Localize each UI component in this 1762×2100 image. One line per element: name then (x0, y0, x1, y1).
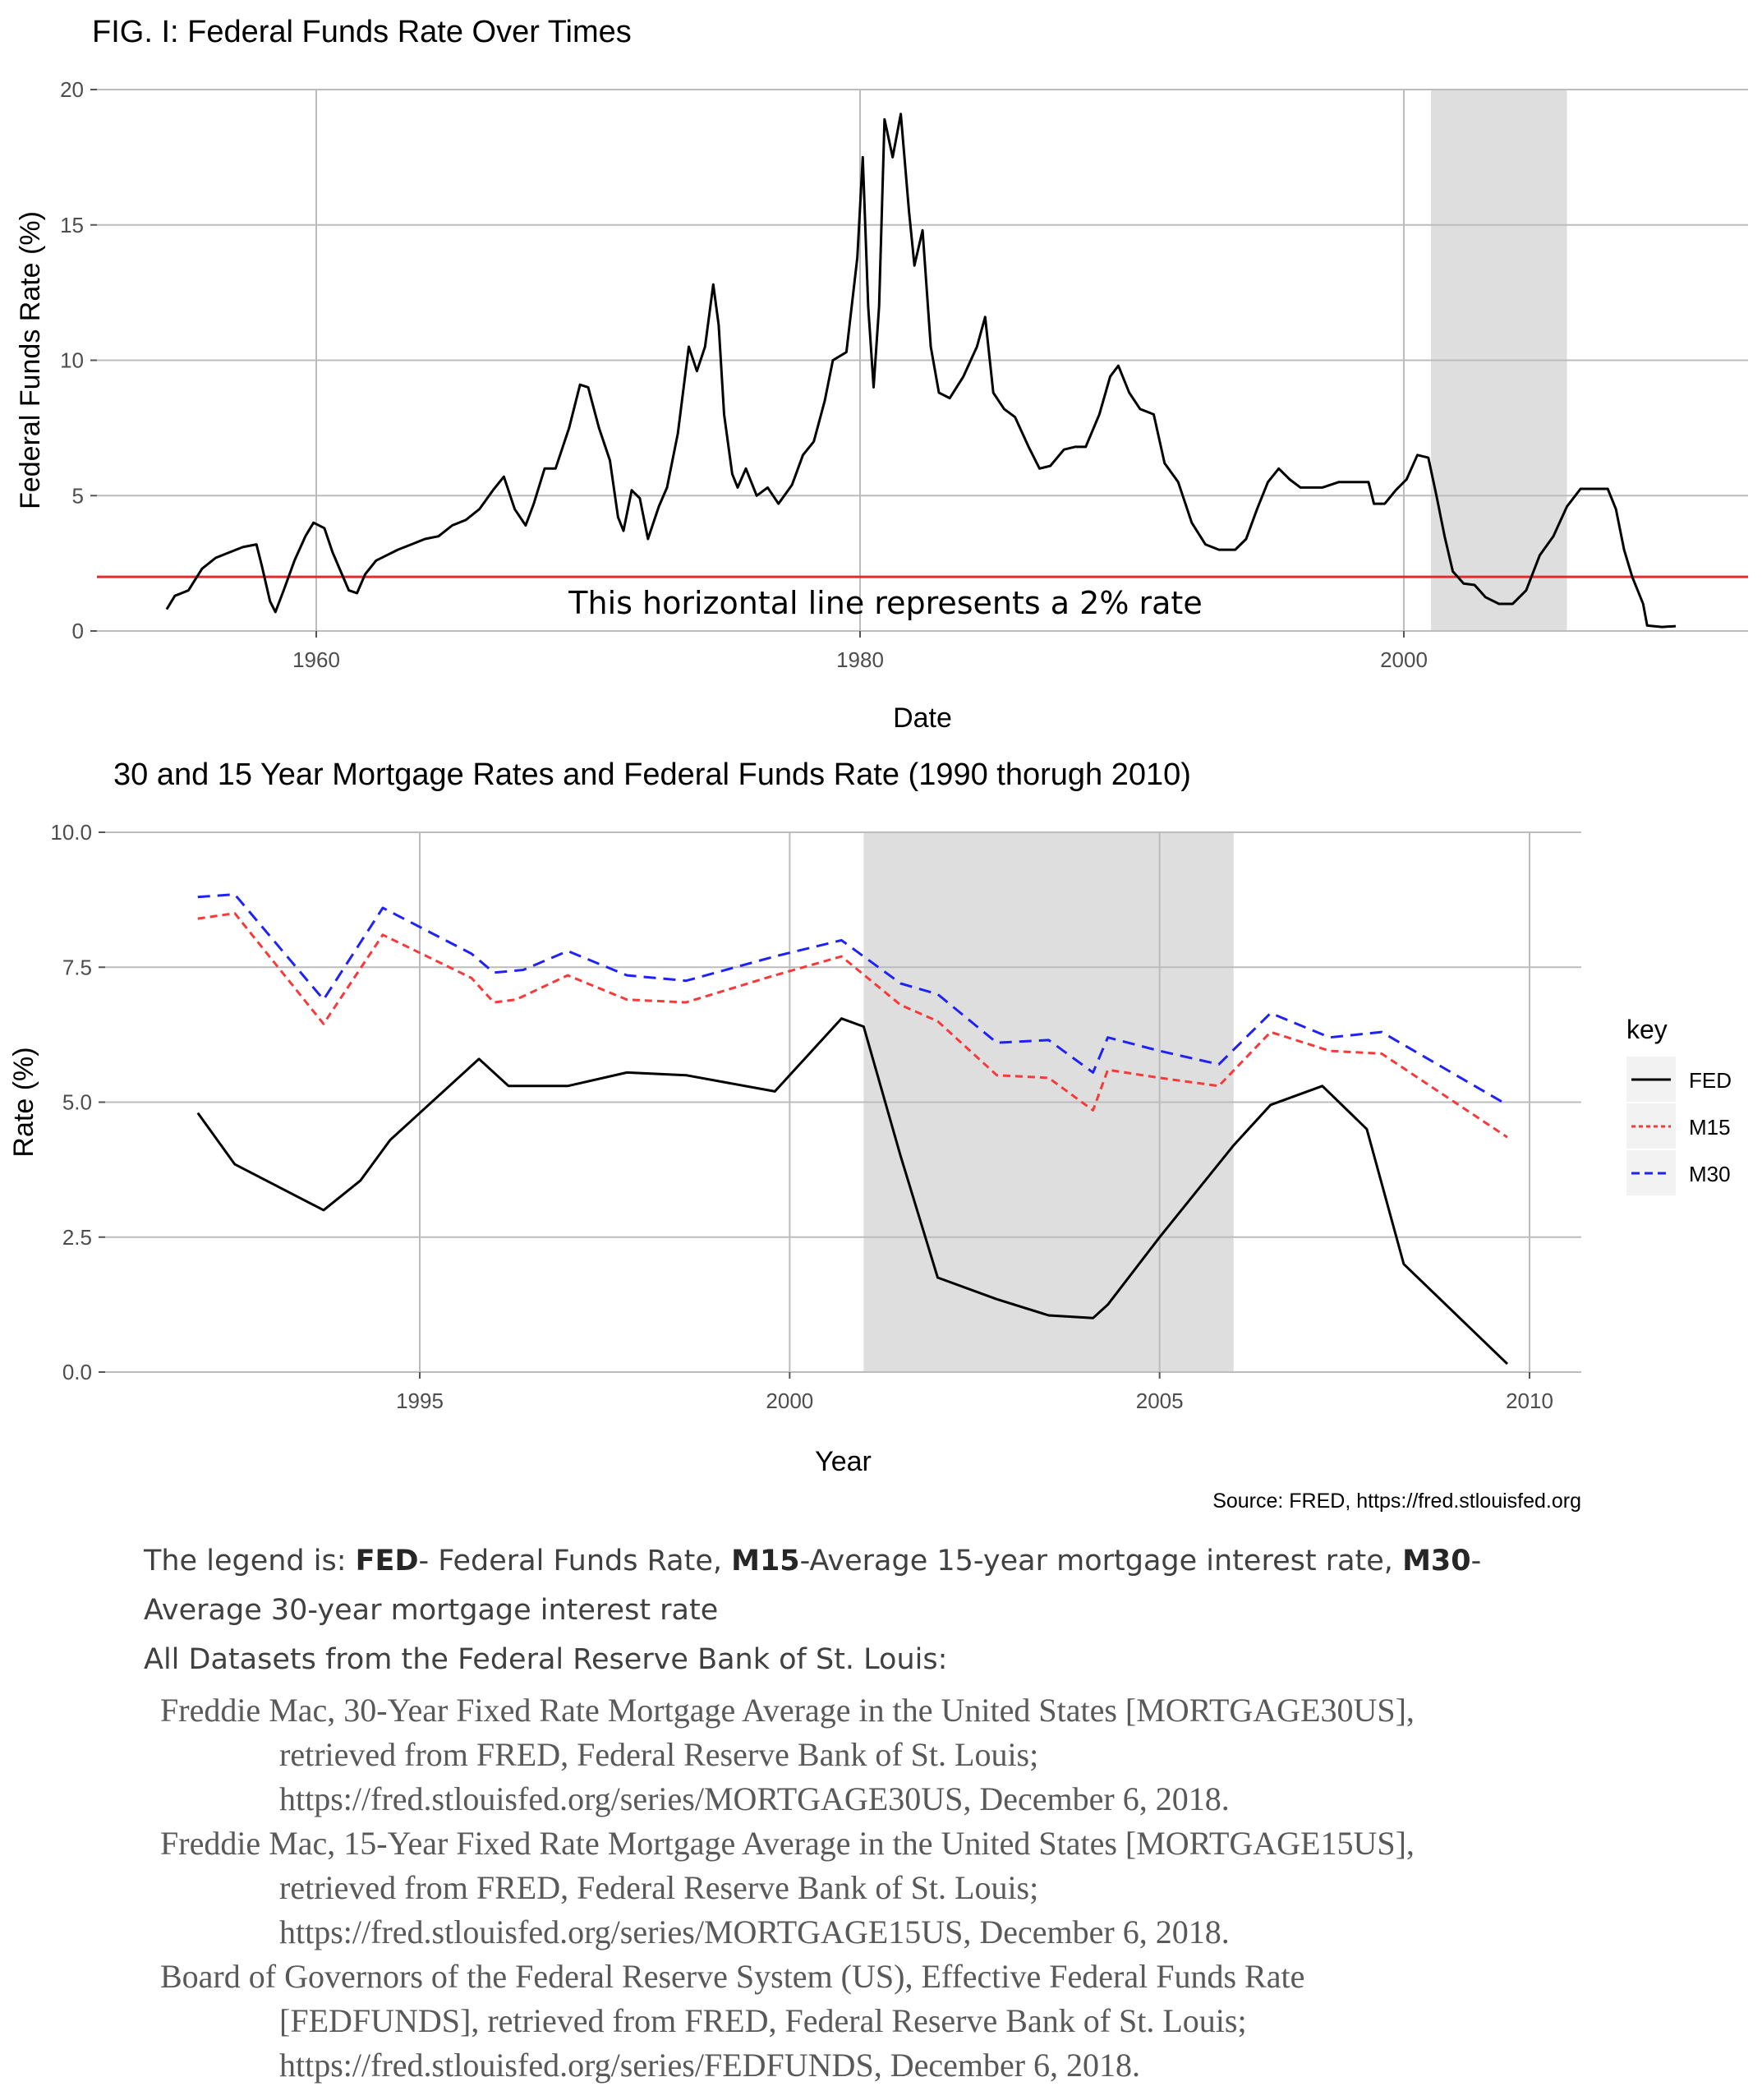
reference-mortgage15: Freddie Mac, 15-Year Fixed Rate Mortgage… (160, 1821, 1721, 1955)
chart-title: 30 and 15 Year Mortgage Rates and Federa… (113, 758, 1191, 792)
x-tick-label: 2000 (766, 1388, 813, 1413)
x-tick-label: 2005 (1136, 1388, 1184, 1413)
y-tick-label: 5 (72, 483, 84, 508)
series-line-m30 (197, 893, 1508, 1107)
y-tick-label: 2.5 (62, 1225, 92, 1250)
legend-label-fed: FED (1689, 1068, 1732, 1093)
x-tick-label: 2000 (1380, 647, 1428, 672)
caption-prefix: The legend is: (144, 1545, 356, 1577)
reference-line: https://fred.stlouisfed.org/series/MORTG… (279, 1913, 1230, 1950)
reference-mortgage30: Freddie Mac, 30-Year Fixed Rate Mortgage… (160, 1688, 1721, 1821)
series-line-fed (196, 1017, 1509, 1365)
y-tick-label: 15 (60, 213, 84, 237)
caption-datasets-heading: All Datasets from the Federal Reserve Ba… (144, 1643, 948, 1676)
series-line-m15 (197, 912, 1508, 1139)
caption-fed-desc: - Federal Funds Rate, (418, 1545, 732, 1577)
caption-m15-desc: -Average 15-year mortgage interest rate, (799, 1545, 1403, 1577)
y-tick-label: 5.0 (62, 1090, 92, 1115)
x-tick-label: 1995 (396, 1388, 444, 1413)
y-tick-label: 10 (60, 348, 84, 373)
series-line-fedfunds (165, 113, 1677, 629)
reference-line: https://fred.stlouisfed.org/series/MORTG… (279, 1780, 1230, 1817)
y-tick-label: 0.0 (62, 1360, 92, 1384)
reference-line: Freddie Mac, 15-Year Fixed Rate Mortgage… (160, 1825, 1415, 1862)
legend-caption: The legend is: FED- Federal Funds Rate, … (144, 1536, 1704, 1684)
reference-fedfunds: Board of Governors of the Federal Reserv… (160, 1955, 1721, 2088)
y-axis-label: Rate (%) (8, 1047, 39, 1157)
caption-fed-term: FED (355, 1545, 419, 1577)
legend-title: key (1626, 1015, 1668, 1044)
reference-line: retrieved from FRED, Federal Reserve Ban… (279, 1736, 1039, 1773)
charts-canvas: FIG. I: Federal Funds Rate Over Times 0 5 1… (8, 15, 1748, 1513)
x-tick-label: 2010 (1506, 1388, 1553, 1413)
legend-label-m30: M30 (1689, 1162, 1731, 1186)
caption-m30-term: M30 (1402, 1545, 1471, 1577)
chart-title: FIG. I: Federal Funds Rate Over Times (92, 15, 632, 49)
caption-m15-term: M15 (731, 1545, 800, 1577)
fed-funds-chart: FIG. I: Federal Funds Rate Over Times 0 5 1… (15, 15, 1748, 734)
caption-line-2: Average 30-year mortgage interest rate (144, 1594, 719, 1627)
x-axis-label: Year (815, 1446, 872, 1477)
reference-line: https://fred.stlouisfed.org/series/FEDFU… (279, 2047, 1141, 2084)
mortgage-rates-chart: 30 and 15 Year Mortgage Rates and Federa… (8, 758, 1732, 1513)
y-tick-label: 7.5 (62, 955, 92, 979)
x-tick-label: 1960 (292, 647, 340, 672)
legend-label-m15: M15 (1689, 1115, 1731, 1140)
references: Freddie Mac, 30-Year Fixed Rate Mortgage… (160, 1688, 1721, 2088)
caption-line-1: The legend is: FED- Federal Funds Rate, … (144, 1536, 1704, 1586)
y-tick-label: 20 (60, 77, 84, 102)
source-note: Source: FRED, https://fred.stlouisfed.or… (1212, 1490, 1581, 1513)
caption-m30-desc: - (1470, 1545, 1482, 1577)
y-tick-label: 10.0 (50, 820, 92, 845)
y-tick-label: 0 (72, 619, 84, 643)
two-percent-annotation: This horizontal line represents a 2% rat… (568, 585, 1202, 621)
reference-line: retrieved from FRED, Federal Reserve Ban… (279, 1869, 1039, 1906)
reference-line: Board of Governors of the Federal Reserv… (160, 1958, 1305, 1995)
y-axis-label: Federal Funds Rate (%) (15, 211, 46, 509)
x-tick-label: 1980 (836, 647, 884, 672)
reference-line: Freddie Mac, 30-Year Fixed Rate Mortgage… (160, 1692, 1415, 1729)
reference-line: [FEDFUNDS], retrieved from FRED, Federal… (279, 2002, 1247, 2039)
x-axis-label: Date (893, 702, 952, 734)
